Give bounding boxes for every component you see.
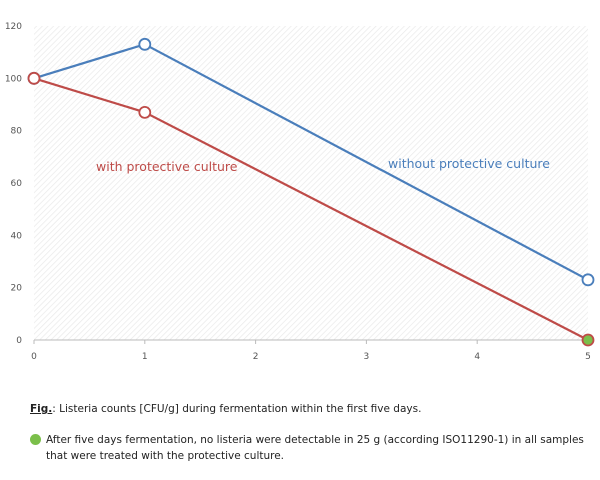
- x-axis-ticks: [33, 340, 589, 344]
- x-tick-label: 5: [585, 352, 591, 362]
- data-point: [581, 333, 595, 347]
- x-tick-label: 3: [364, 352, 370, 362]
- series-label-with: with protective culture: [96, 159, 238, 174]
- x-tick-label: 4: [474, 352, 480, 362]
- caption-text: : Listeria counts [CFU/g] during ferment…: [52, 403, 422, 415]
- footnote-text: After five days fermentation, no listeri…: [46, 434, 584, 462]
- caption-fig-label: Fig.: [30, 403, 53, 415]
- listeria-line-chart: 0 20 40 60 80 100 120 0 1 2 3 4 5 without protectiv…: [5, 22, 595, 362]
- y-tick-label: 60: [11, 179, 23, 189]
- data-point: [138, 37, 152, 51]
- y-axis-labels: 0 20 40 60 80 100 120: [5, 22, 22, 346]
- series-label-without: without protective culture: [388, 156, 550, 171]
- data-point: [581, 273, 595, 287]
- y-tick-label: 100: [5, 74, 22, 84]
- series-points: [27, 37, 595, 347]
- y-tick-label: 40: [11, 231, 23, 241]
- figure-caption: Fig.: Listeria counts [CFU/g] during fer…: [30, 403, 590, 415]
- data-point: [27, 71, 41, 85]
- x-tick-label: 0: [31, 352, 37, 362]
- green-dot-icon: [30, 434, 41, 445]
- footnote: After five days fermentation, no listeri…: [30, 432, 590, 464]
- plot-area: [34, 26, 588, 340]
- x-axis-labels: 0 1 2 3 4 5: [31, 352, 591, 362]
- y-tick-label: 120: [5, 22, 22, 32]
- data-point: [138, 105, 152, 119]
- x-tick-label: 1: [142, 352, 148, 362]
- y-tick-label: 20: [11, 284, 23, 294]
- y-tick-label: 80: [11, 127, 23, 137]
- x-tick-label: 2: [253, 352, 259, 362]
- y-tick-label: 0: [16, 336, 22, 346]
